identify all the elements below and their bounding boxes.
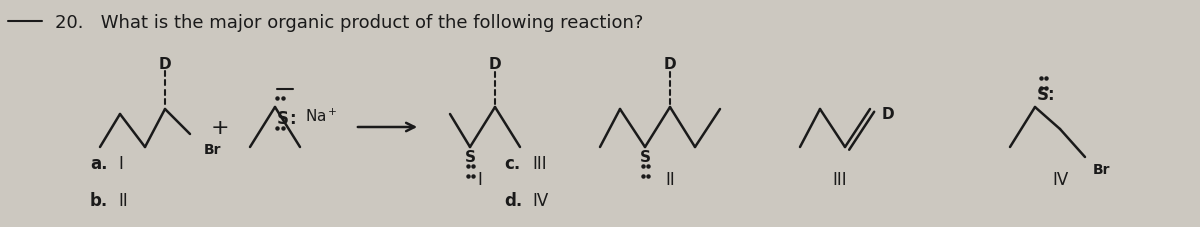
Text: Br: Br bbox=[1093, 162, 1110, 176]
Text: I: I bbox=[478, 170, 482, 188]
Text: +: + bbox=[211, 118, 229, 137]
Text: :: : bbox=[289, 109, 295, 127]
Text: b.: b. bbox=[90, 191, 108, 209]
Text: S: S bbox=[640, 149, 650, 164]
Text: Br: Br bbox=[204, 142, 222, 156]
Text: D: D bbox=[882, 107, 895, 122]
Text: D: D bbox=[158, 57, 172, 72]
Text: IV: IV bbox=[1052, 170, 1068, 188]
Text: 20.   What is the major organic product of the following reaction?: 20. What is the major organic product of… bbox=[55, 14, 643, 32]
Text: S: S bbox=[464, 149, 475, 164]
Text: III: III bbox=[833, 170, 847, 188]
Text: D: D bbox=[664, 57, 677, 72]
Text: Na$^+$: Na$^+$ bbox=[305, 107, 337, 124]
Text: c.: c. bbox=[504, 155, 521, 172]
Text: D: D bbox=[488, 57, 502, 72]
Text: d.: d. bbox=[504, 191, 522, 209]
Text: S:: S: bbox=[1037, 86, 1056, 104]
Text: III: III bbox=[532, 155, 547, 172]
Text: II: II bbox=[118, 191, 127, 209]
Text: S: S bbox=[277, 109, 289, 127]
Text: II: II bbox=[665, 170, 674, 188]
Text: a.: a. bbox=[90, 155, 108, 172]
Text: IV: IV bbox=[532, 191, 548, 209]
Text: I: I bbox=[118, 155, 122, 172]
